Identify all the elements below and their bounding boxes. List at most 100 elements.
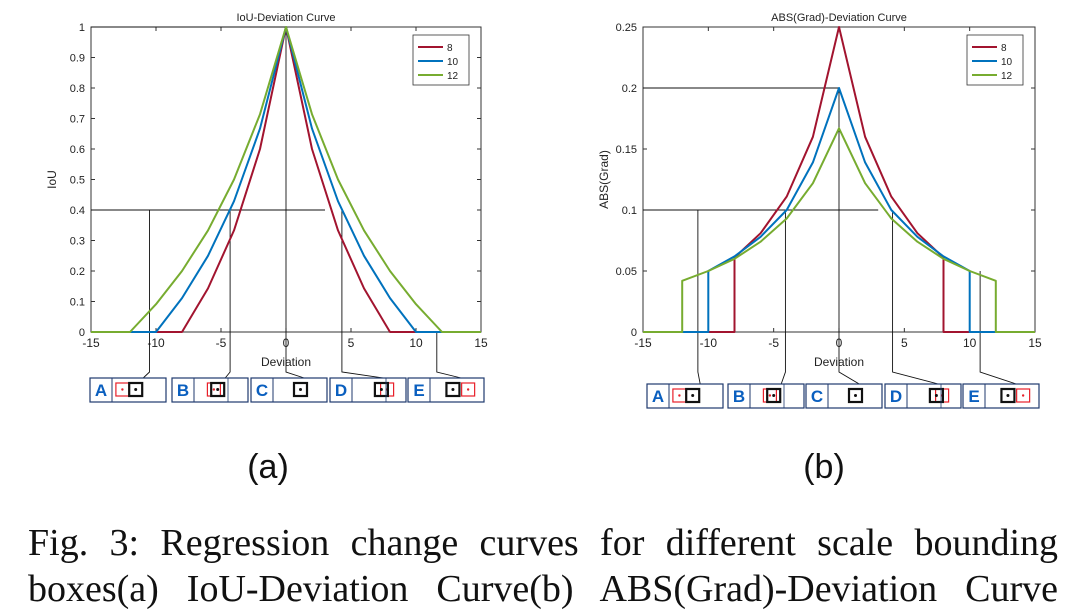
box-cell-frame <box>89 377 167 403</box>
panel-label: (b) <box>803 448 845 486</box>
y-tick-label: 0.8 <box>70 83 85 95</box>
y-tick-label: 0.25 <box>616 22 637 34</box>
y-axis-label: ABS(Grad) <box>597 150 611 209</box>
y-tick-label: 0.9 <box>70 53 85 65</box>
y-tick-label: 0 <box>79 327 85 339</box>
x-tick-label: 10 <box>409 336 423 350</box>
y-tick-label: 0.1 <box>622 205 637 217</box>
y-axis-label: IoU <box>45 170 59 189</box>
box-cell-letter: A <box>652 387 664 406</box>
y-tick-label: 1 <box>79 22 85 34</box>
reference-line-v <box>979 271 1017 385</box>
x-tick-label: -15 <box>634 336 652 350</box>
legend-label-8: 8 <box>447 43 453 54</box>
x-tick-label: -15 <box>82 336 100 350</box>
box-cell-A: A <box>89 377 167 403</box>
box-cell-B: B <box>171 377 249 403</box>
x-tick-label: -5 <box>216 336 227 350</box>
series-line-8 <box>643 26 1035 333</box>
legend-label-8: 8 <box>1001 43 1007 54</box>
ground-truth-box-center <box>379 388 383 391</box>
y-tick-label: 0.1 <box>70 297 85 309</box>
y-tick-label: 0.7 <box>70 114 85 126</box>
box-cell-frame <box>250 377 328 403</box>
ground-truth-box <box>210 381 226 398</box>
predicted-box-center <box>678 394 681 397</box>
chart-panel-a: IoU-Deviation Curve-15 -10 -5 0 5 10 1500.10.2… <box>45 12 488 486</box>
ground-truth-box <box>373 381 389 398</box>
y-tick-label: 0.5 <box>70 175 85 187</box>
ground-truth-box-center <box>772 394 776 397</box>
ground-truth-box <box>766 387 782 404</box>
y-tick-label: 0 <box>631 327 637 339</box>
ground-truth-box-center <box>854 394 857 397</box>
figure-caption: Fig. 3: Regression change curves for dif… <box>28 520 1058 612</box>
x-tick-label: 5 <box>901 336 908 350</box>
predicted-box <box>461 382 476 397</box>
box-cell-letter: D <box>890 387 902 406</box>
box-cell-A: A <box>646 383 724 409</box>
legend-label-12: 12 <box>447 71 459 82</box>
predicted-box <box>1016 388 1031 403</box>
ground-truth-box-center <box>299 388 302 391</box>
x-tick-label: 5 <box>348 336 355 350</box>
box-cell-letter: C <box>256 381 268 400</box>
box-cell-letter: B <box>177 381 189 400</box>
box-cell-letter: C <box>811 387 823 406</box>
chart-title: ABS(Grad)-Deviation Curve <box>771 12 907 24</box>
ground-truth-box <box>128 381 144 398</box>
caption-line-1: Fig. 3: Regression change curves for dif… <box>28 522 1058 564</box>
chart-title: IoU-Deviation Curve <box>236 12 335 24</box>
x-tick-label: 15 <box>474 336 488 350</box>
x-tick-label: 15 <box>1028 336 1042 350</box>
legend-label-10: 10 <box>447 57 459 68</box>
box-cell-D: D <box>329 377 407 403</box>
box-cell-frame <box>727 383 805 409</box>
series-line-12 <box>643 127 1035 333</box>
box-cell-C: C <box>250 377 328 403</box>
y-tick-label: 0.6 <box>70 144 85 156</box>
legend-label-12: 12 <box>1001 71 1013 82</box>
y-tick-label: 0.3 <box>70 236 85 248</box>
predicted-box-center <box>466 388 470 391</box>
box-cell-C: C <box>805 383 883 409</box>
ground-truth-box-center <box>1006 394 1010 397</box>
predicted-box-center <box>768 394 772 397</box>
predicted-box-center <box>212 388 216 391</box>
y-tick-label: 0.2 <box>622 83 637 95</box>
box-cell-B: B <box>727 383 805 409</box>
series-line-12 <box>91 26 481 333</box>
box-cell-letter: E <box>968 387 979 406</box>
box-cell-frame <box>646 383 724 409</box>
y-tick-label: 0.2 <box>70 266 85 278</box>
ground-truth-box <box>928 387 945 404</box>
ground-truth-box <box>445 381 461 398</box>
caption-line-2: boxes(a) IoU-Deviation Curve(b) ABS(Grad… <box>28 568 1058 610</box>
reference-line-v <box>285 27 305 379</box>
legend-label-10: 10 <box>1001 57 1013 68</box>
x-tick-label: -10 <box>147 336 165 350</box>
y-tick-label: 0.05 <box>616 266 637 278</box>
box-cell-letter: D <box>335 381 347 400</box>
predicted-box-center <box>1021 394 1025 397</box>
y-tick-label: 0.15 <box>616 144 637 156</box>
x-tick-label: 10 <box>963 336 977 350</box>
box-cell-E: E <box>407 377 485 403</box>
box-cell-frame <box>171 377 249 403</box>
box-cell-frame <box>805 383 883 409</box>
reference-line-v <box>838 88 860 385</box>
panel-label: (a) <box>247 448 289 486</box>
ground-truth-box-center <box>691 394 695 397</box>
box-cell-E: E <box>962 383 1040 409</box>
box-cell-letter: B <box>733 387 745 406</box>
reference-line-v <box>436 332 462 379</box>
ground-truth-box-center <box>934 394 938 397</box>
ground-truth-box-center <box>134 388 138 391</box>
box-cell-D: D <box>884 383 962 409</box>
reference-line-v <box>224 210 231 379</box>
ground-truth-box <box>685 387 701 404</box>
predicted-box-center <box>121 388 124 391</box>
ground-truth-box <box>1000 387 1016 404</box>
reference-line-v <box>697 210 701 385</box>
